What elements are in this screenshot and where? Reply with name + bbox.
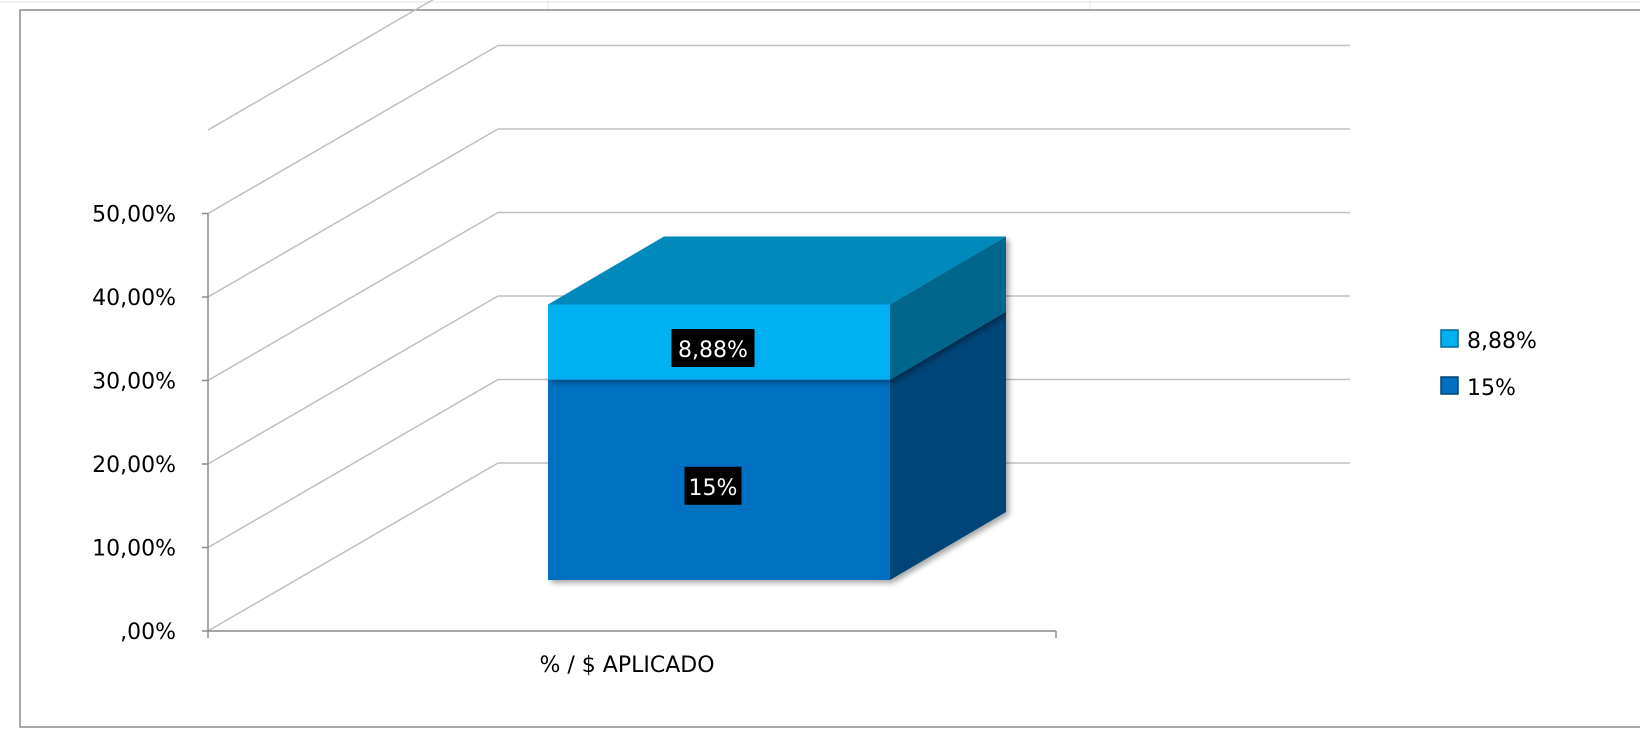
y-tick-label: 50,00%	[92, 203, 176, 228]
y-tick-label: 30,00%	[92, 370, 176, 395]
data-labels: 15% 8,88%	[671, 329, 755, 505]
y-tick-labels: ,00% 10,00% 20,00% 30,00% 40,00% 50,00%	[92, 203, 176, 646]
category-label: % / $ APLICADO	[539, 653, 714, 678]
category-labels: % / $ APLICADO	[539, 653, 714, 678]
gridline-side	[207, 128, 499, 298]
data-label: 8,88%	[678, 338, 748, 363]
bar-side-face	[890, 236, 1006, 380]
gridline-side	[207, 44, 499, 215]
bars	[548, 236, 1006, 580]
legend-label: 15%	[1467, 376, 1516, 401]
gridline-side	[207, 462, 499, 632]
data-label-box	[671, 329, 755, 368]
y-tick-label: 20,00%	[92, 453, 176, 478]
gridline-side	[207, 211, 499, 382]
legend-label: 8,88%	[1467, 329, 1537, 354]
y-tick-label: ,00%	[120, 620, 176, 645]
data-label-box	[684, 466, 742, 505]
gridline-side	[207, 378, 499, 549]
legend-swatch	[1440, 329, 1459, 348]
bar-top-face	[548, 236, 1006, 305]
axes	[202, 212, 1057, 638]
gridline-side	[207, 295, 499, 465]
y-tick-label: 40,00%	[92, 286, 176, 311]
legend-swatch	[1440, 376, 1459, 395]
y-tick-label: 10,00%	[92, 537, 176, 562]
gridline-side	[207, 0, 434, 131]
sheet-gridlines	[0, 0, 1640, 10]
legend[interactable]: 8,88% 15%	[1440, 329, 1537, 401]
bar-side-face	[890, 311, 1006, 580]
data-label: 15%	[689, 476, 738, 501]
